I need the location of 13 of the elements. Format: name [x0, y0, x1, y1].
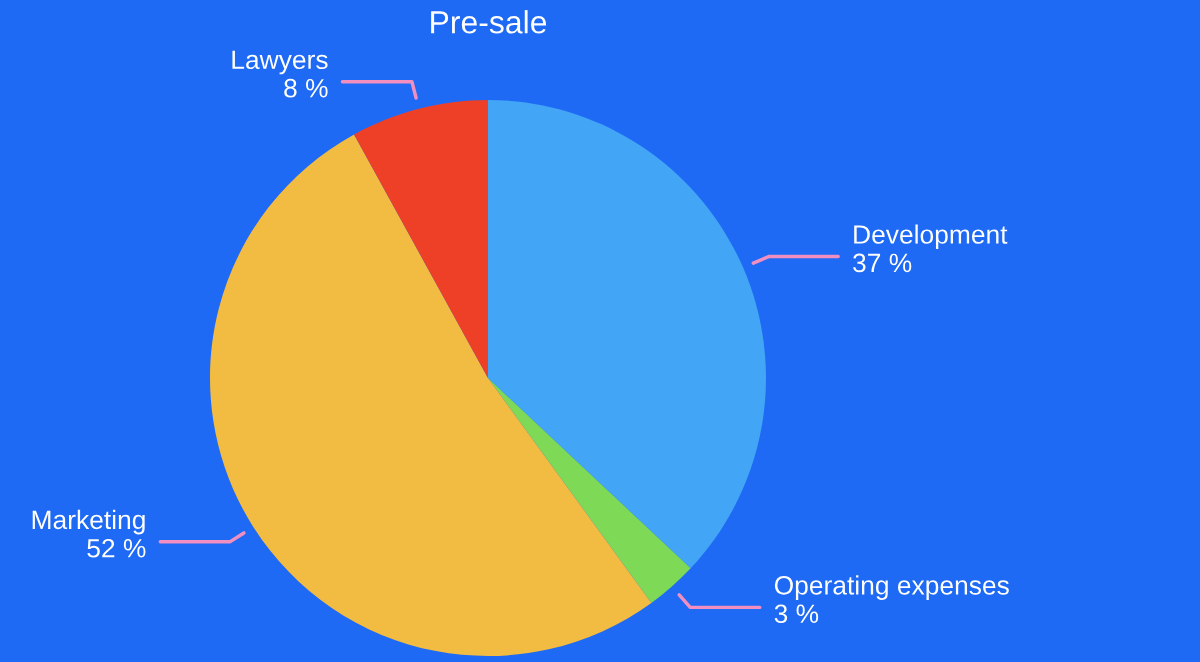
slice-label: Operating expenses: [774, 575, 1009, 600]
data-label: 37 %: [853, 253, 912, 273]
pie-slice: [488, 100, 766, 569]
pie-slice: [488, 378, 691, 603]
pie-slice: [210, 134, 652, 656]
slice-label: Marketing: [32, 509, 145, 535]
data-label: 3 %: [774, 604, 819, 624]
data-label: 8 %: [284, 78, 328, 98]
chart-title: Pre-sale: [431, 10, 547, 34]
data-label: 52 %: [87, 538, 146, 558]
pie-slice: [354, 100, 488, 378]
slice-label: Development: [854, 224, 1008, 250]
slice-label: Lawyers: [232, 50, 328, 75]
